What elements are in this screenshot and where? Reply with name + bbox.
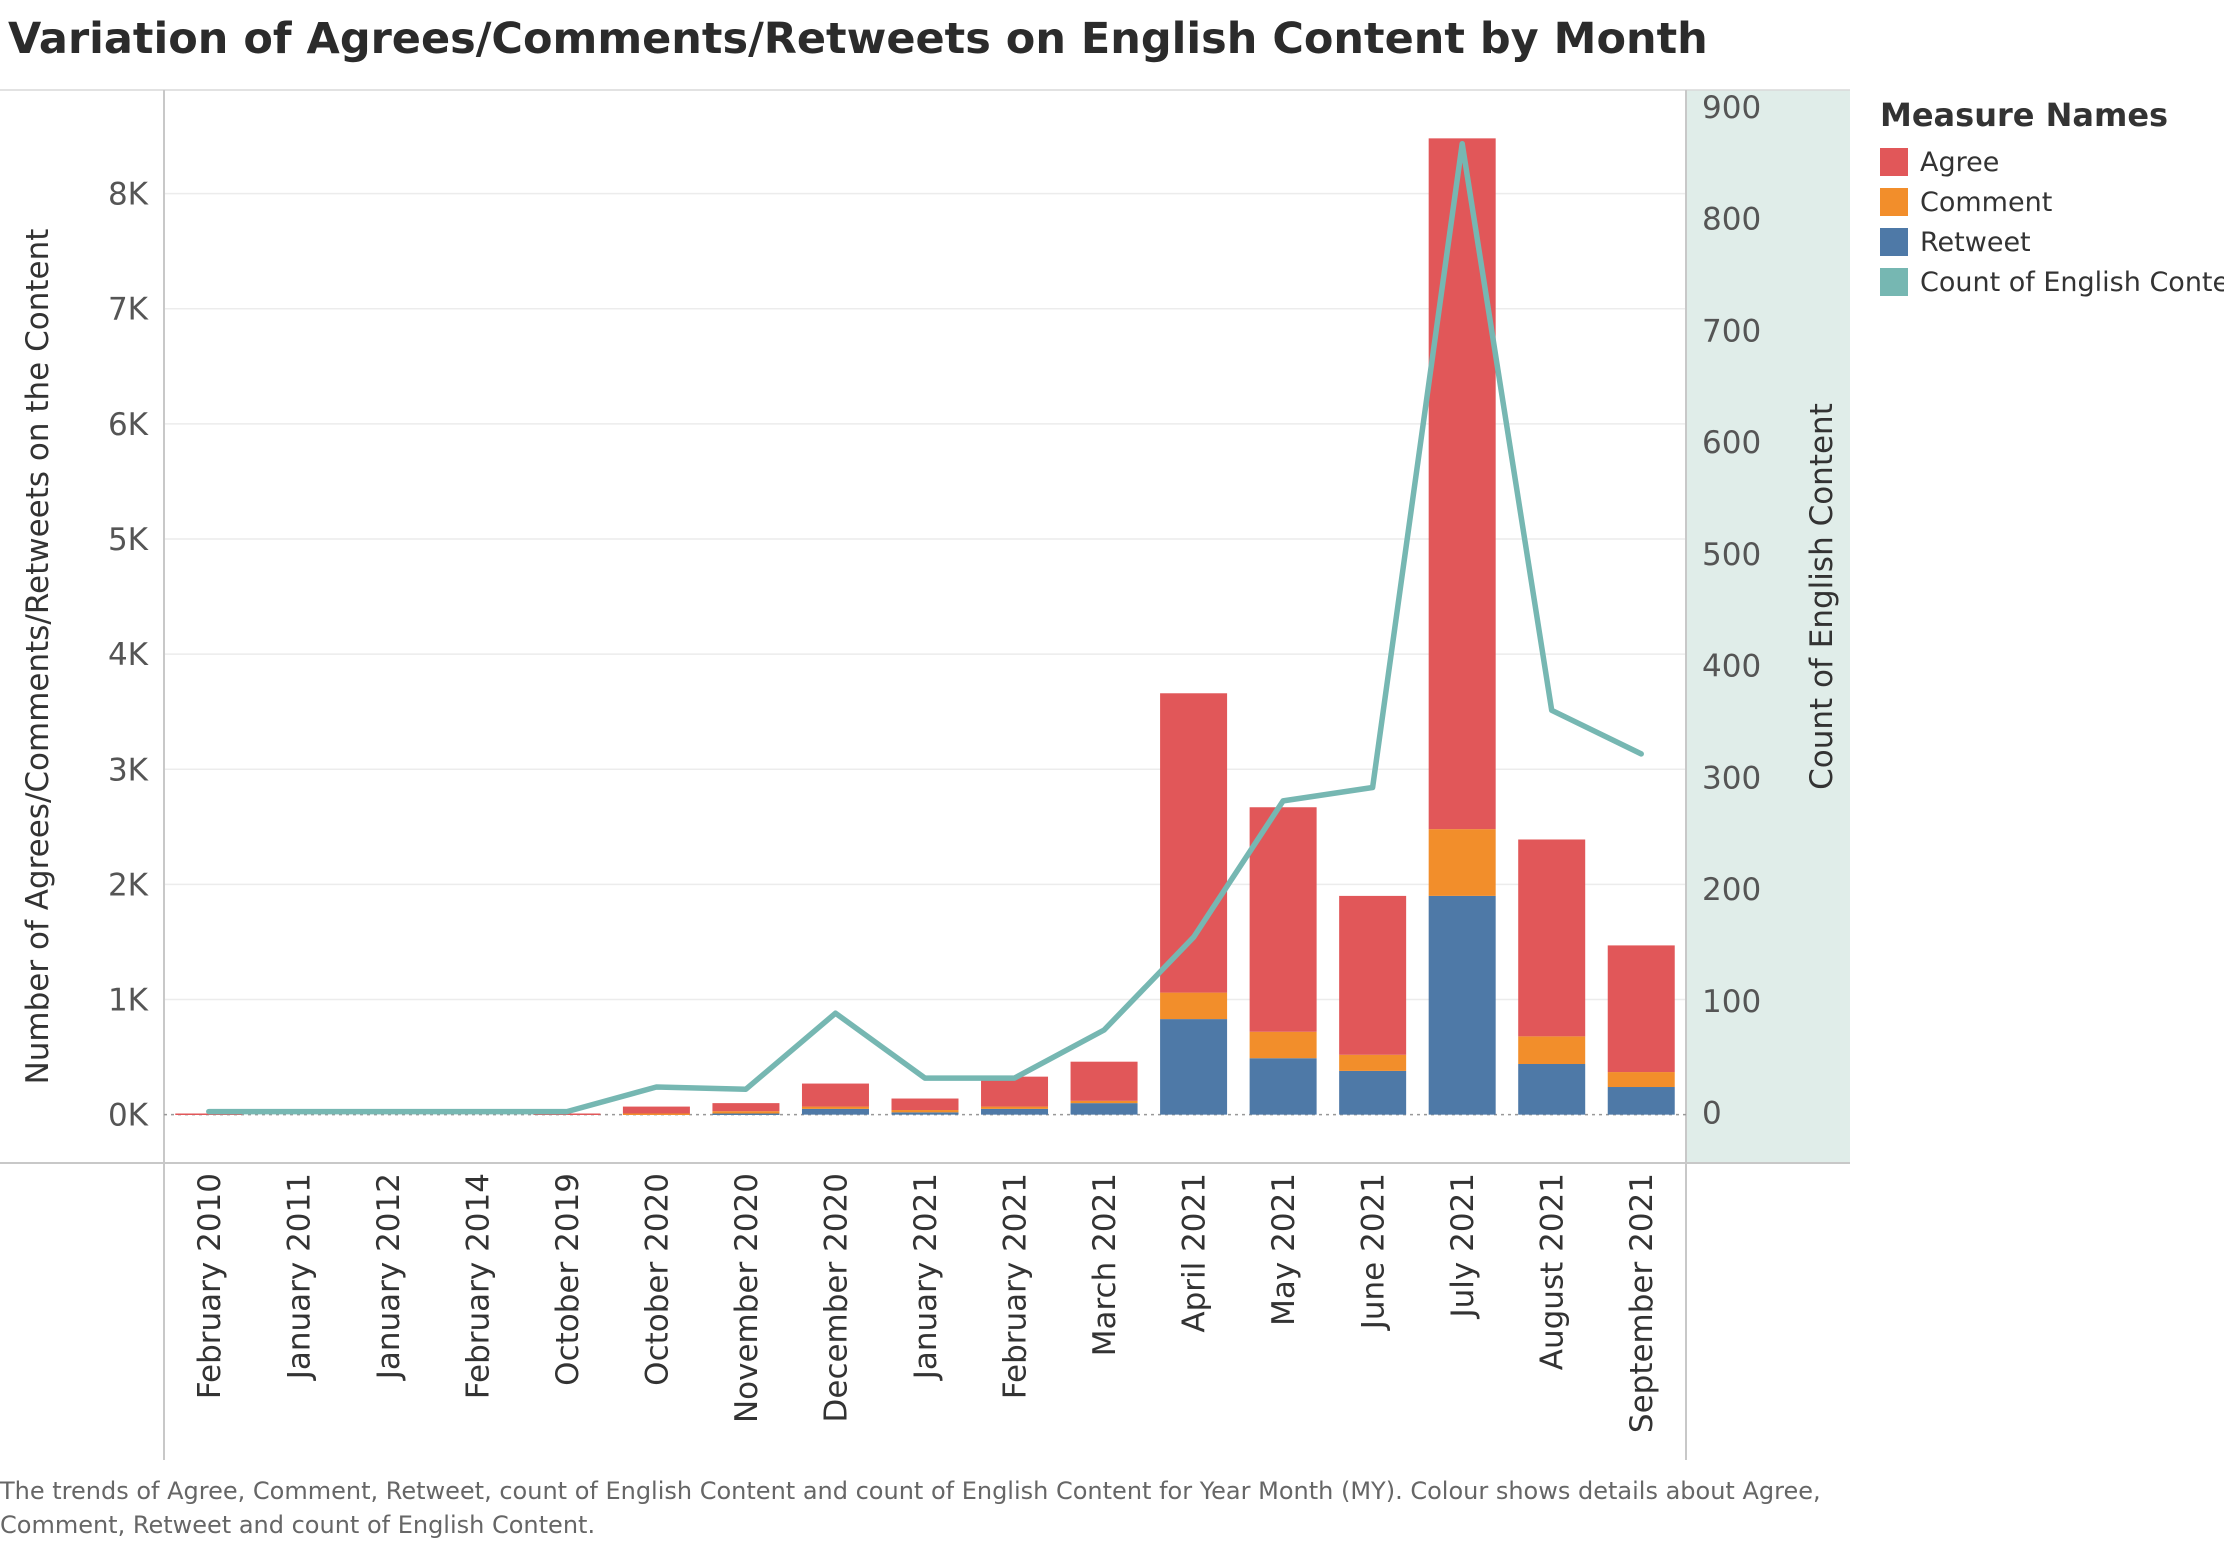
y2-tick-label: 400 [1702,649,1761,685]
bar-comment [801,1106,869,1109]
bar-comment [1070,1100,1138,1104]
bar-retweet [891,1112,959,1115]
x-tick-label: January 2012 [371,1173,407,1381]
bar-retweet [1249,1058,1317,1115]
y2-tick-label: 800 [1702,202,1761,238]
bar-agree [891,1098,959,1111]
bar-comment [1428,829,1496,896]
bars [175,138,1675,1115]
y-tick-label: 8K [108,177,149,213]
bar-comment [712,1111,780,1114]
x-tick-label: May 2021 [1266,1173,1302,1326]
y2-tick-label: 700 [1702,313,1761,349]
legend-label: Retweet [1920,226,2031,258]
legend-label: Comment [1920,186,2053,218]
legend-label: Agree [1920,146,2000,178]
y-axis-label: Number of Agrees/Comments/Retweets on th… [20,229,56,1085]
x-tick-label: September 2021 [1624,1173,1660,1433]
line-layer [206,140,1644,1115]
bar-agree [1428,138,1496,830]
bar-agree [1339,895,1407,1055]
plot-frame [0,89,1850,1460]
chart-caption: The trends of Agree, Comment, Retweet, c… [0,1477,1821,1539]
y-tick-label: 5K [108,522,149,558]
bar-comment [1607,1072,1675,1088]
x-tick-label: February 2021 [998,1173,1034,1399]
y-tick-label: 4K [108,637,149,673]
bar-agree [1607,945,1675,1073]
y2-tick-label: 200 [1702,872,1761,908]
legend-swatch [1880,268,1908,296]
legend: Measure Names Agree Comment Retweet Coun… [1880,96,2224,302]
bar-comment [981,1106,1049,1109]
bar-retweet [1607,1087,1675,1115]
x-tick-label: February 2014 [460,1173,496,1399]
chart-title: Variation of Agrees/Comments/Retweets on… [8,14,1708,64]
bar-comment [1339,1054,1407,1071]
bar-comment [1518,1036,1586,1064]
y-tick-label: 3K [108,752,149,788]
y2-axis-label: Count of English Content [1804,403,1840,790]
y-tick-label: 7K [108,292,149,328]
bar-retweet [801,1108,869,1115]
bar-agree [981,1076,1049,1107]
bar-retweet [1070,1103,1138,1115]
bar-comment [1160,992,1228,1020]
bar-retweet [1518,1063,1586,1115]
bar-agree [622,1106,690,1114]
line-count-english-content [206,140,1644,1115]
bar-comment [1249,1031,1317,1059]
x-tick-label: November 2020 [729,1173,765,1423]
bar-retweet [981,1108,1049,1115]
bar-agree [712,1103,780,1112]
bar-retweet [712,1113,780,1115]
bar-retweet [1339,1070,1407,1115]
bar-agree [801,1083,869,1107]
y2-tick-label: 600 [1702,425,1761,461]
x-axis-ticks: February 2010 January 2011 January 2012 Feb… [192,1173,1660,1433]
y2-axis-ticks: 0 100 200 300 400 500 600 700 800 900 [1702,90,1761,1132]
legend-item-agree[interactable]: Agree [1880,142,2224,182]
legend-item-count-english-content[interactable]: Count of English Content [1880,262,2224,302]
bar-agree [1070,1061,1138,1101]
x-tick-label: April 2021 [1177,1173,1213,1333]
y2-tick-label: 100 [1702,984,1761,1020]
x-tick-label: October 2019 [550,1173,586,1386]
x-tick-label: March 2021 [1087,1173,1123,1356]
x-tick-label: January 2011 [281,1173,317,1381]
chart-canvas: 0K 1K 2K 3K 4K 5K 6K 7K 8K 0 100 200 300 400 500 600 70… [0,89,1850,1460]
x-tick-label: October 2020 [639,1173,675,1386]
y-tick-label: 1K [108,983,149,1019]
y-tick-label: 0K [108,1098,149,1134]
y-tick-label: 6K [108,407,149,443]
x-tick-label: January 2021 [908,1173,944,1381]
legend-swatch [1880,148,1908,176]
x-tick-label: June 2021 [1356,1173,1392,1331]
bar-retweet [1428,895,1496,1115]
x-tick-label: July 2021 [1445,1173,1481,1320]
legend-item-retweet[interactable]: Retweet [1880,222,2224,262]
legend-swatch [1880,188,1908,216]
x-tick-label: February 2010 [192,1173,228,1399]
y2-tick-label: 300 [1702,760,1761,796]
bar-agree [1518,839,1586,1037]
bar-retweet [1160,1019,1228,1115]
bar-comment [622,1113,690,1115]
y2-tick-label: 0 [1702,1096,1722,1132]
y-axis-ticks: 0K 1K 2K 3K 4K 5K 6K 7K 8K [108,177,149,1134]
legend-title: Measure Names [1880,96,2169,134]
right-axis-background [1686,90,1850,1163]
y-tick-label: 2K [108,867,149,903]
x-tick-label: August 2021 [1535,1173,1571,1370]
bar-comment [891,1110,959,1113]
bar-agree [1249,807,1317,1032]
legend-item-comment[interactable]: Comment [1880,182,2224,222]
bar-agree [1160,693,1228,993]
legend-swatch [1880,228,1908,256]
y2-tick-label: 900 [1702,90,1761,126]
y2-tick-label: 500 [1702,537,1761,573]
legend-label: Count of English Content [1920,266,2224,298]
x-tick-label: December 2020 [818,1173,854,1423]
